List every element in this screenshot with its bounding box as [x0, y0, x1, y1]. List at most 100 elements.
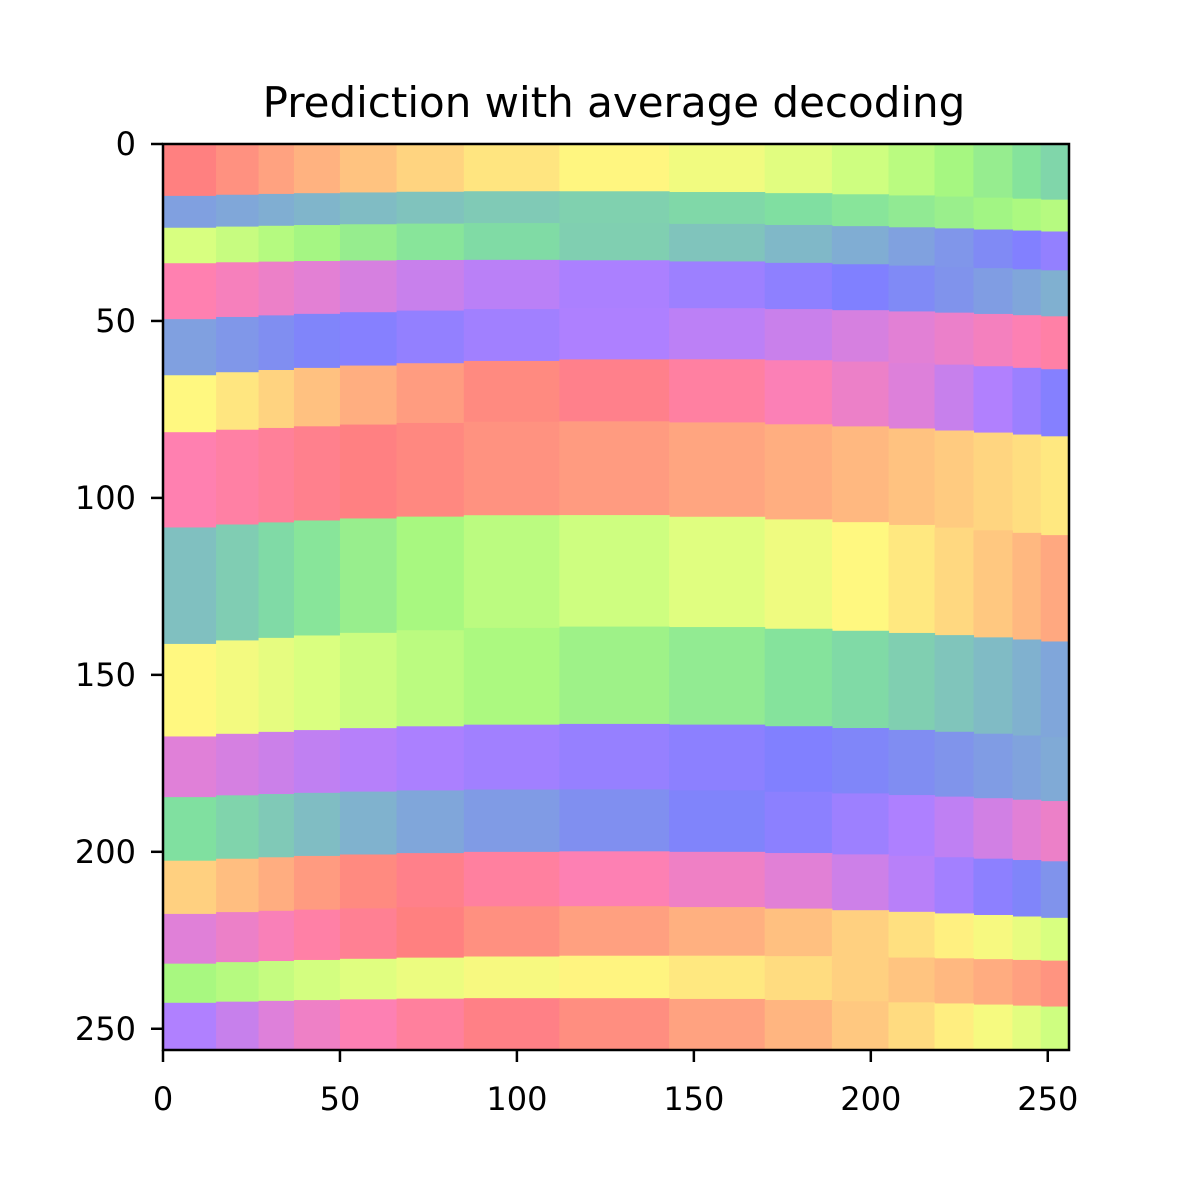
heatmap-cell — [258, 427, 295, 524]
heatmap-cell — [1040, 801, 1069, 863]
heatmap-cell — [396, 260, 465, 312]
x-tick-label: 100 — [486, 1080, 547, 1118]
heatmap-cell — [293, 193, 341, 227]
heatmap-cell — [258, 961, 295, 1002]
heatmap-cell — [764, 144, 833, 195]
heatmap-cell — [559, 260, 670, 310]
heatmap-cell — [396, 853, 465, 909]
heatmap-cell — [163, 963, 217, 1004]
heatmap-cell — [396, 422, 465, 518]
heatmap-cell — [764, 309, 833, 362]
heatmap-cell — [339, 365, 398, 426]
heatmap-cell — [163, 319, 217, 377]
heatmap-cell — [764, 1000, 833, 1050]
heatmap-cell — [293, 635, 341, 732]
heatmap-cell — [463, 627, 560, 726]
heatmap-cell — [339, 632, 398, 730]
heatmap-cell — [934, 913, 975, 960]
heatmap-cell — [258, 315, 295, 371]
heatmap-cell — [396, 363, 465, 424]
heatmap-cell — [669, 308, 766, 361]
heatmap-cell — [831, 728, 890, 795]
heatmap-cell — [463, 956, 560, 1000]
heatmap-cell — [559, 515, 670, 628]
heatmap-cell — [831, 854, 890, 912]
heatmap-cell — [163, 144, 217, 197]
heatmap-cell — [973, 959, 1013, 1006]
heatmap-cell — [973, 366, 1013, 434]
heatmap-cell — [216, 640, 260, 735]
heatmap-cell — [1040, 270, 1069, 318]
heatmap-cell — [934, 958, 975, 1005]
heatmap-cell — [463, 223, 560, 261]
heatmap-cell — [1012, 367, 1042, 436]
heatmap-cell — [163, 375, 217, 434]
heatmap-cell — [258, 261, 295, 317]
heatmap-cell — [831, 522, 890, 632]
heatmap-cell — [1012, 799, 1042, 862]
heatmap-cell — [934, 796, 975, 859]
heatmap-cell — [258, 522, 295, 639]
heatmap-cell — [293, 520, 341, 637]
heatmap-cell — [216, 912, 260, 964]
heatmap-cell — [339, 518, 398, 634]
heatmap-cell — [258, 1000, 295, 1050]
heatmap-cell — [1012, 269, 1042, 317]
heatmap-cell — [339, 144, 398, 194]
heatmap-cell — [163, 913, 217, 965]
heatmap-cell — [764, 791, 833, 855]
heatmap-cell — [934, 364, 975, 432]
heatmap-cell — [293, 855, 341, 911]
heatmap-cell — [559, 955, 670, 1000]
y-tick-label: 0 — [116, 125, 136, 163]
heatmap-cell — [463, 515, 560, 629]
heatmap-cell — [216, 858, 260, 914]
heatmap-cell — [559, 223, 670, 262]
heatmap-cell — [888, 855, 936, 913]
chart-title: Prediction with average decoding — [263, 78, 966, 127]
heatmap-cell — [831, 426, 890, 524]
heatmap-cell — [163, 643, 217, 738]
heatmap-cell — [669, 192, 766, 225]
heatmap-cell — [163, 432, 217, 529]
heatmap-cell — [396, 223, 465, 262]
heatmap-cell — [888, 911, 936, 959]
heatmap-cell — [1012, 916, 1042, 961]
heatmap-cell — [934, 857, 975, 915]
heatmap-cell — [293, 792, 341, 857]
x-tick-label: 250 — [1017, 1080, 1078, 1118]
heatmap-cell — [973, 858, 1013, 916]
x-axis: 0 50 100 150 200 250 — [153, 1050, 1078, 1118]
heatmap-cell — [1012, 639, 1042, 737]
heatmap-cell — [1040, 231, 1069, 272]
heatmap-cell — [463, 191, 560, 225]
heatmap-cell — [1040, 316, 1069, 371]
heatmap-cell — [669, 955, 766, 1000]
heatmap-cell — [1012, 1005, 1042, 1050]
heatmap-cell — [339, 791, 398, 856]
heatmap-cell — [669, 851, 766, 909]
heatmap-cell — [463, 259, 560, 311]
heatmap-cell — [293, 261, 341, 315]
x-tick-label: 200 — [840, 1080, 901, 1118]
heatmap-cell — [1012, 230, 1042, 271]
heatmap-cell — [764, 908, 833, 958]
heatmap-cell — [339, 999, 398, 1050]
y-tick-label: 250 — [75, 1010, 136, 1048]
heatmap-cell — [888, 957, 936, 1004]
heatmap-cell — [1040, 144, 1069, 201]
heatmap-cell — [831, 226, 890, 266]
heatmap-cell — [888, 795, 936, 857]
heatmap-cell — [1040, 960, 1069, 1008]
heatmap-cell — [559, 359, 670, 423]
heatmap-cell — [258, 857, 295, 912]
heatmap-cell — [973, 530, 1013, 639]
heatmap-cell — [934, 527, 975, 637]
heatmap-cell — [831, 956, 890, 1003]
heatmap-cell — [396, 144, 465, 193]
plot-frame — [161, 142, 1071, 1052]
heatmap-cell — [258, 193, 295, 227]
heatmap-cell — [258, 370, 295, 429]
heatmap-cell — [1012, 532, 1042, 641]
